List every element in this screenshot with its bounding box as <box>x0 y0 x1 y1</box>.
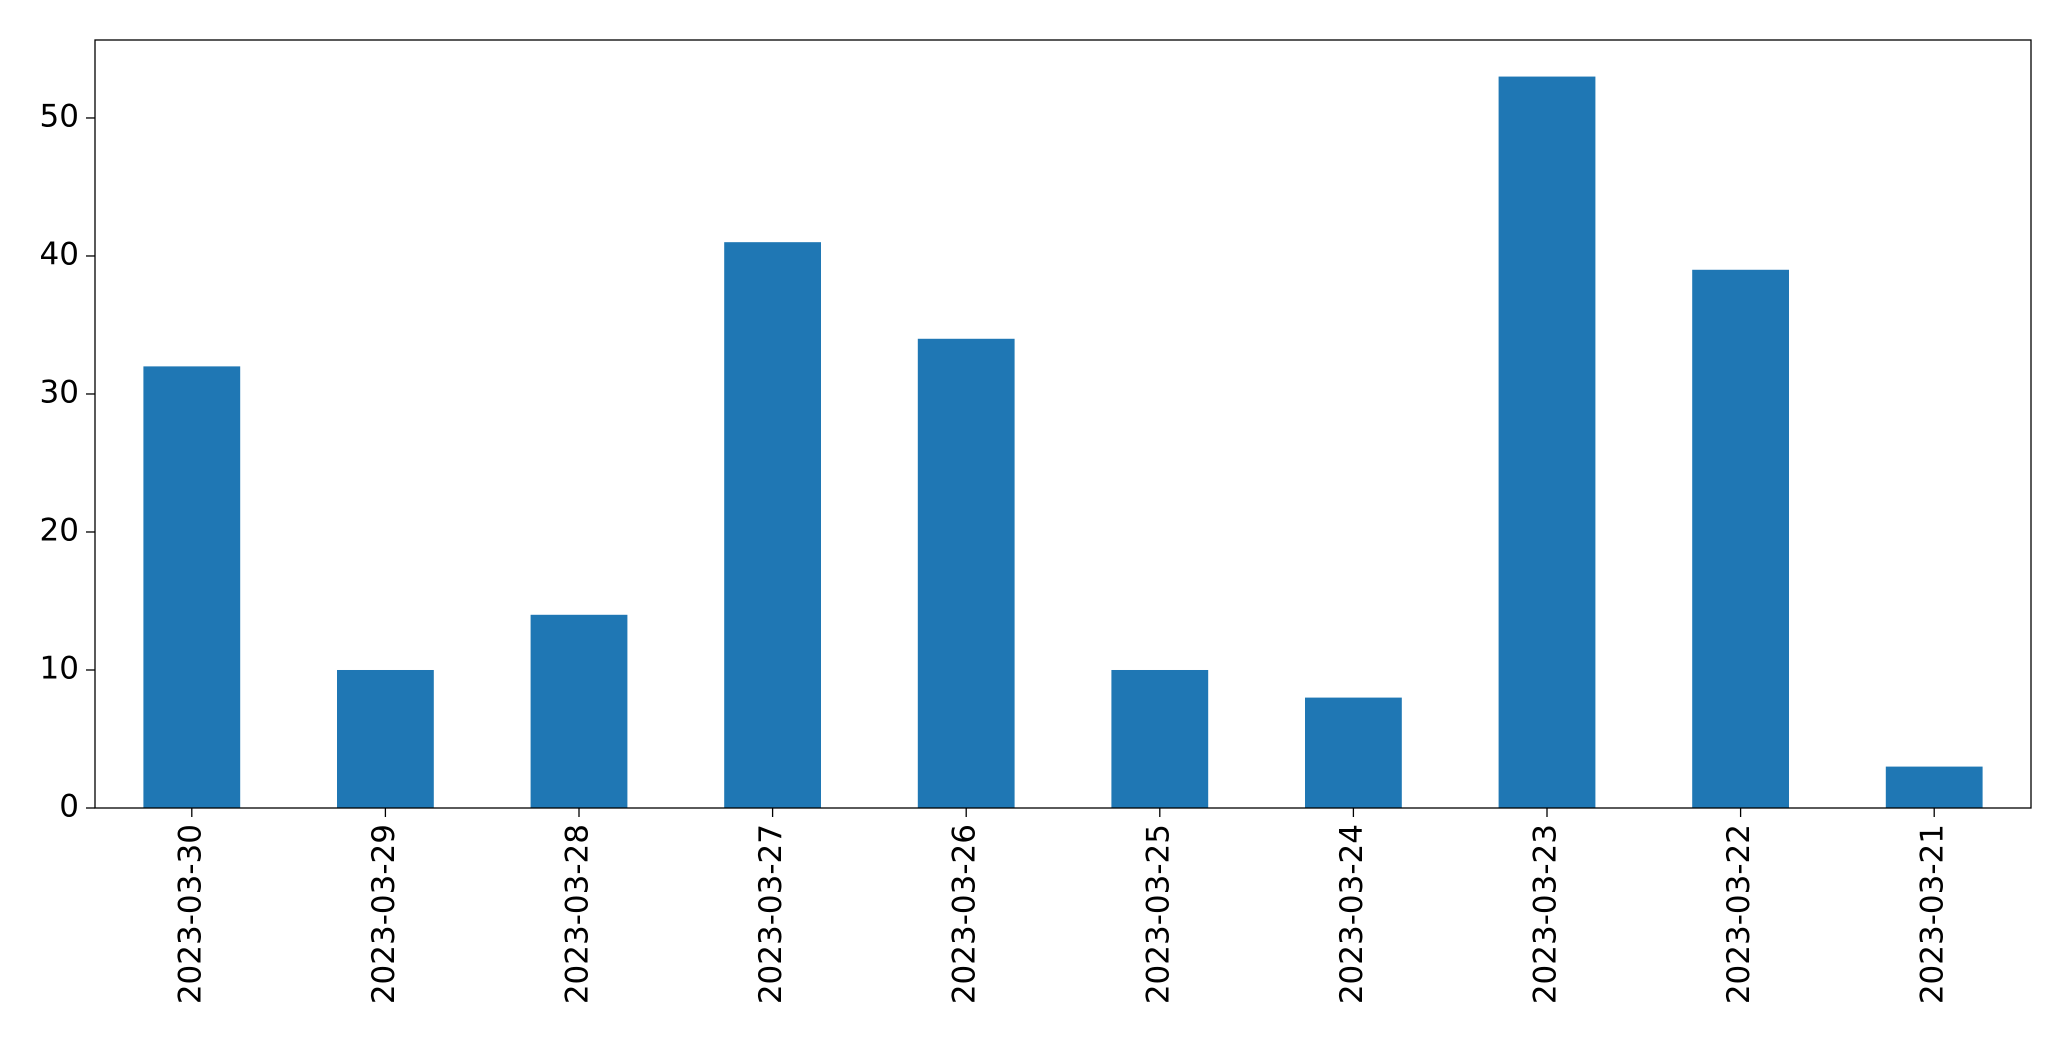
bar <box>1885 766 1983 808</box>
bar <box>724 242 821 808</box>
x-tick-label: 2023-03-21 <box>1915 824 1951 1004</box>
bar <box>530 614 628 808</box>
x-tick-label: 2023-03-26 <box>947 824 983 1004</box>
bar <box>917 338 1015 808</box>
bar <box>143 366 241 808</box>
x-tick-label: 2023-03-25 <box>1140 824 1176 1004</box>
x-tick-label: 2023-03-30 <box>172 824 208 1004</box>
x-tick-label: 2023-03-27 <box>753 824 789 1004</box>
bar <box>1305 697 1402 808</box>
bar <box>1498 76 1596 809</box>
x-tick-label: 2023-03-22 <box>1721 824 1757 1004</box>
y-tick-label: 0 <box>59 789 79 825</box>
y-tick-label: 10 <box>40 650 79 686</box>
x-tick-label: 2023-03-29 <box>366 824 402 1004</box>
x-tick-label: 2023-03-28 <box>560 824 596 1004</box>
y-tick-label: 30 <box>40 374 79 410</box>
x-tick-label: 2023-03-23 <box>1528 824 1564 1004</box>
bar <box>337 669 434 808</box>
x-tick-label: 2023-03-24 <box>1334 824 1370 1004</box>
plot-frame <box>94 39 2032 809</box>
y-tick-label: 20 <box>40 512 79 548</box>
y-tick-label: 50 <box>40 98 79 134</box>
bar <box>1111 669 1209 808</box>
y-tick-label: 40 <box>40 236 79 272</box>
bar <box>1692 269 1789 809</box>
